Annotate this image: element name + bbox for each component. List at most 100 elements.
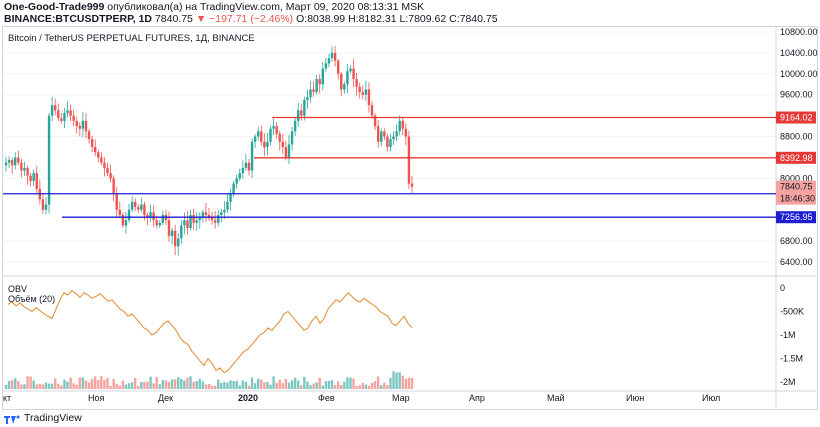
candle-body xyxy=(380,131,383,142)
candle-body xyxy=(180,225,183,239)
candle-body xyxy=(7,160,11,163)
volume-bar xyxy=(355,385,358,389)
ohlc-low: L:7809.62 xyxy=(399,13,447,25)
time-tick-label: Фев xyxy=(318,393,335,403)
candle-body xyxy=(303,99,306,116)
volume-bar xyxy=(272,376,275,389)
volume-bar xyxy=(155,377,158,389)
volume-bar xyxy=(229,380,232,389)
volume-bar xyxy=(380,385,383,389)
brand-text: TradingView xyxy=(24,412,82,424)
volume-bar xyxy=(97,380,100,389)
candle-body xyxy=(4,162,8,166)
volume-bar xyxy=(352,378,355,389)
candle-body xyxy=(170,230,174,236)
last-price-tag xyxy=(776,180,816,205)
candle-body xyxy=(330,52,334,59)
volume-bar xyxy=(296,380,300,389)
volume-bar xyxy=(7,380,11,389)
volume-bar xyxy=(263,382,266,389)
volume-bar xyxy=(358,385,361,389)
tradingview-brand[interactable]: TradingView xyxy=(4,412,82,424)
candle-body xyxy=(370,105,374,116)
candle-body xyxy=(213,220,217,223)
candle-body xyxy=(401,120,404,129)
symbol: BINANCE:BTCUSDTPERP, 1D xyxy=(4,13,152,25)
volume-bar xyxy=(260,379,263,389)
time-tick-label: Дек xyxy=(158,393,173,403)
price-tick-label: 9600.00 xyxy=(780,90,813,100)
volume-bar xyxy=(63,379,66,389)
chart-title: Bitcoin / TetherUS PERPETUAL FUTURES, 1Д… xyxy=(8,33,255,44)
candle-body xyxy=(14,157,17,166)
candle-body xyxy=(72,115,75,121)
candle-body xyxy=(106,167,109,174)
volume-bar xyxy=(118,385,122,389)
volume-bar xyxy=(133,378,137,389)
volume-bar xyxy=(330,380,334,389)
volume-bar xyxy=(340,385,343,389)
candle-body xyxy=(161,214,165,223)
candle-body xyxy=(327,58,331,64)
volume-bar xyxy=(349,377,352,389)
volume-bar xyxy=(41,384,45,389)
candle-body xyxy=(266,141,269,147)
candle-body xyxy=(167,220,171,236)
candle-body xyxy=(315,79,318,93)
volume-bar xyxy=(407,377,411,389)
volume-bar xyxy=(241,380,245,389)
volume-bar xyxy=(127,383,131,389)
candle-body xyxy=(69,110,72,116)
volume-bar xyxy=(333,385,337,389)
candle-body xyxy=(97,152,100,158)
candle-body xyxy=(392,136,395,140)
level-tag-label: 9164.02 xyxy=(780,113,813,123)
candle-body xyxy=(177,238,180,247)
candle-body xyxy=(220,212,223,215)
volume-bar xyxy=(173,379,177,389)
price-tick-label: 8800.00 xyxy=(780,132,813,142)
volume-bar xyxy=(50,383,54,389)
candle-body xyxy=(235,178,238,184)
candle-body xyxy=(349,68,352,72)
countdown-label: 18:46:30 xyxy=(780,194,815,204)
candle-body xyxy=(137,207,140,210)
candle-body xyxy=(238,173,241,179)
candle-body xyxy=(130,201,134,210)
candle-body xyxy=(47,115,51,205)
author-name[interactable]: One-Good-Trade999 xyxy=(4,1,105,13)
volume-bar xyxy=(290,380,294,389)
volume-bar xyxy=(201,381,205,389)
candle-body xyxy=(133,201,137,208)
volume-bar xyxy=(300,385,303,389)
candle-body xyxy=(293,120,297,132)
volume-bar xyxy=(167,381,171,389)
candle-body xyxy=(112,178,115,195)
volume-bar xyxy=(318,377,321,389)
volume-bar xyxy=(140,381,143,389)
candle-body xyxy=(195,220,198,223)
candle-body xyxy=(290,131,294,145)
volume-bar xyxy=(106,378,109,389)
volume-bar xyxy=(10,380,14,389)
volume-bar xyxy=(180,378,183,389)
candle-body xyxy=(226,201,229,210)
volume-bar xyxy=(232,381,235,389)
candle-body xyxy=(84,120,88,132)
volume-bar xyxy=(364,384,368,389)
volume-bar xyxy=(14,378,17,389)
obv-tick-label: -1.5M xyxy=(780,354,803,364)
volume-bar xyxy=(100,376,103,389)
candle-body xyxy=(217,214,220,223)
candle-body xyxy=(223,209,226,213)
candle-body xyxy=(20,162,23,171)
ohlc-close: C:7840.75 xyxy=(449,13,498,25)
level-tag-label: 7256.95 xyxy=(780,212,813,222)
candle-body xyxy=(109,173,112,179)
price-tick-label: 10400.00 xyxy=(780,48,818,58)
volume-bar xyxy=(204,384,208,389)
price-tick-label: 8000.00 xyxy=(780,173,813,183)
last-price: 7840.75 xyxy=(154,13,193,25)
volume-bar xyxy=(81,377,85,389)
